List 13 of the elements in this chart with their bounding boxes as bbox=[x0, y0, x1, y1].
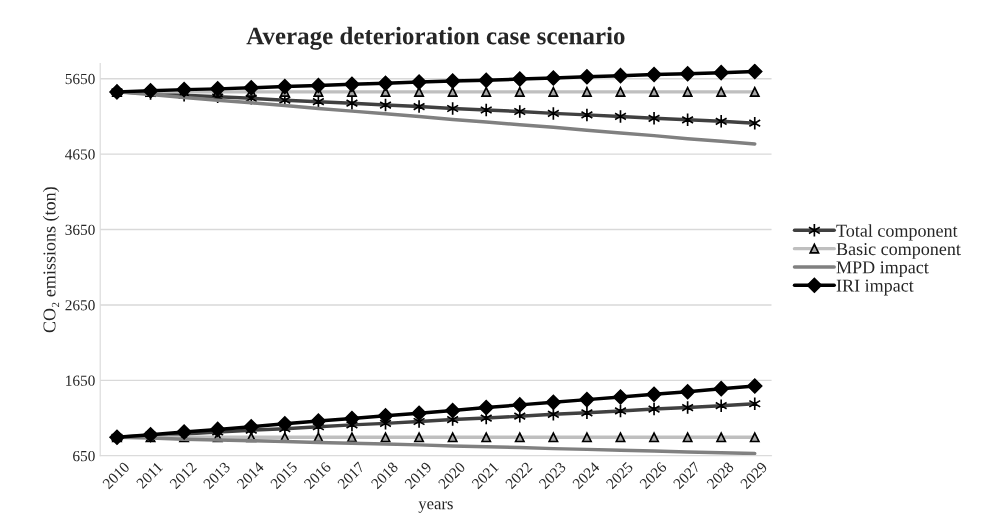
y-axis-title: CO₂ emissions (ton) bbox=[42, 187, 60, 333]
y-tick-label: 2650 bbox=[65, 300, 95, 311]
y-tick-label: 4650 bbox=[65, 149, 95, 160]
y-tick-label: 650 bbox=[73, 450, 95, 462]
y-tick-label: 3650 bbox=[65, 224, 95, 235]
legend-label: Basic component bbox=[836, 243, 961, 259]
x-axis-title: years bbox=[418, 501, 453, 513]
legend-label: IRI impact bbox=[836, 279, 914, 296]
legend-label: MPD impact bbox=[836, 261, 929, 278]
chart-title: Average deterioration case scenario bbox=[246, 26, 625, 50]
y-tick-label: 1650 bbox=[66, 375, 95, 386]
legend-label: Total component bbox=[836, 224, 958, 241]
y-tick-label: 5650 bbox=[65, 73, 95, 85]
